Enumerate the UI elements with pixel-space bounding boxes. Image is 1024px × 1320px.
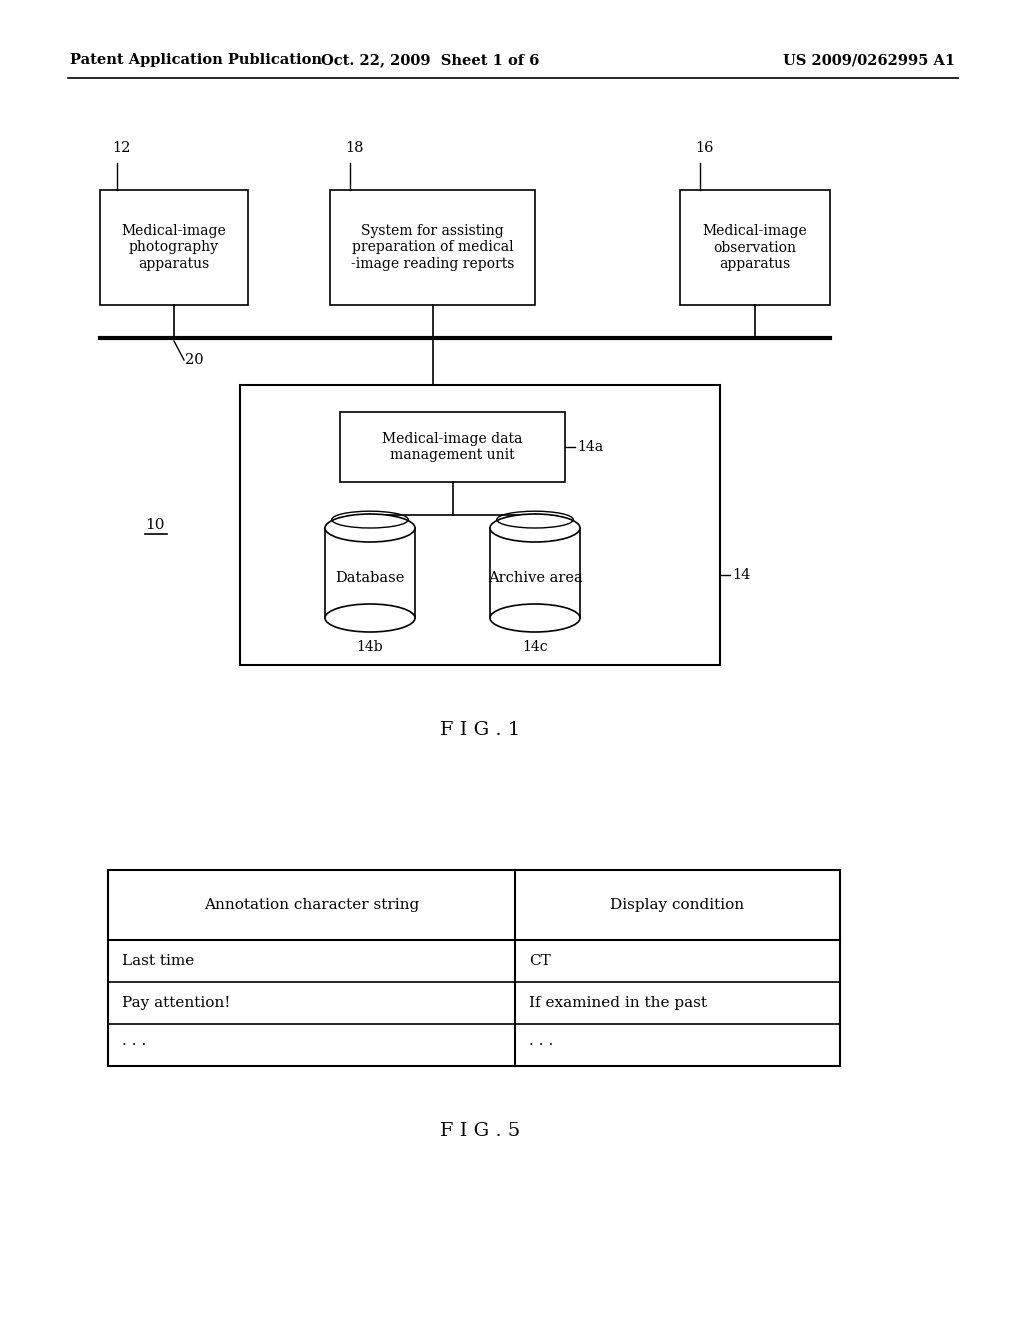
Text: Medical-image data
management unit: Medical-image data management unit — [382, 432, 522, 462]
Text: 10: 10 — [145, 517, 165, 532]
Bar — [340, 412, 565, 482]
Ellipse shape — [490, 605, 580, 632]
Ellipse shape — [490, 513, 580, 543]
Text: Last time: Last time — [122, 954, 195, 968]
Text: Patent Application Publication: Patent Application Publication — [70, 53, 322, 67]
Text: System for assisting
preparation of medical
-image reading reports: System for assisting preparation of medi… — [351, 224, 514, 271]
Text: Display condition: Display condition — [610, 898, 744, 912]
Text: 14c: 14c — [522, 640, 548, 653]
Text: Archive area: Archive area — [487, 572, 583, 585]
Bar — [100, 190, 248, 305]
Text: If examined in the past: If examined in the past — [529, 997, 707, 1010]
Text: 14: 14 — [732, 568, 751, 582]
Text: F I G . 5: F I G . 5 — [440, 1122, 520, 1140]
Bar — [325, 528, 415, 618]
Ellipse shape — [325, 605, 415, 632]
Text: · · ·: · · · — [122, 1038, 146, 1052]
Text: US 2009/0262995 A1: US 2009/0262995 A1 — [783, 53, 955, 67]
Text: 14a: 14a — [577, 440, 603, 454]
Text: 20: 20 — [185, 352, 204, 367]
Text: Medical-image
observation
apparatus: Medical-image observation apparatus — [702, 224, 807, 271]
Text: · · ·: · · · — [529, 1038, 553, 1052]
Text: Database: Database — [335, 572, 404, 585]
Text: Pay attention!: Pay attention! — [122, 997, 230, 1010]
Bar — [680, 190, 830, 305]
Text: 18: 18 — [345, 141, 364, 154]
Bar — [330, 190, 535, 305]
Bar — [108, 870, 840, 1067]
Text: Medical-image
photography
apparatus: Medical-image photography apparatus — [122, 224, 226, 271]
Text: 14b: 14b — [356, 640, 383, 653]
Text: 16: 16 — [695, 141, 714, 154]
Bar — [240, 385, 720, 665]
Text: Annotation character string: Annotation character string — [204, 898, 419, 912]
Text: 12: 12 — [112, 141, 130, 154]
Text: F I G . 1: F I G . 1 — [440, 721, 520, 739]
Text: CT: CT — [529, 954, 551, 968]
Bar — [490, 528, 580, 618]
Ellipse shape — [325, 513, 415, 543]
Text: Oct. 22, 2009  Sheet 1 of 6: Oct. 22, 2009 Sheet 1 of 6 — [321, 53, 540, 67]
